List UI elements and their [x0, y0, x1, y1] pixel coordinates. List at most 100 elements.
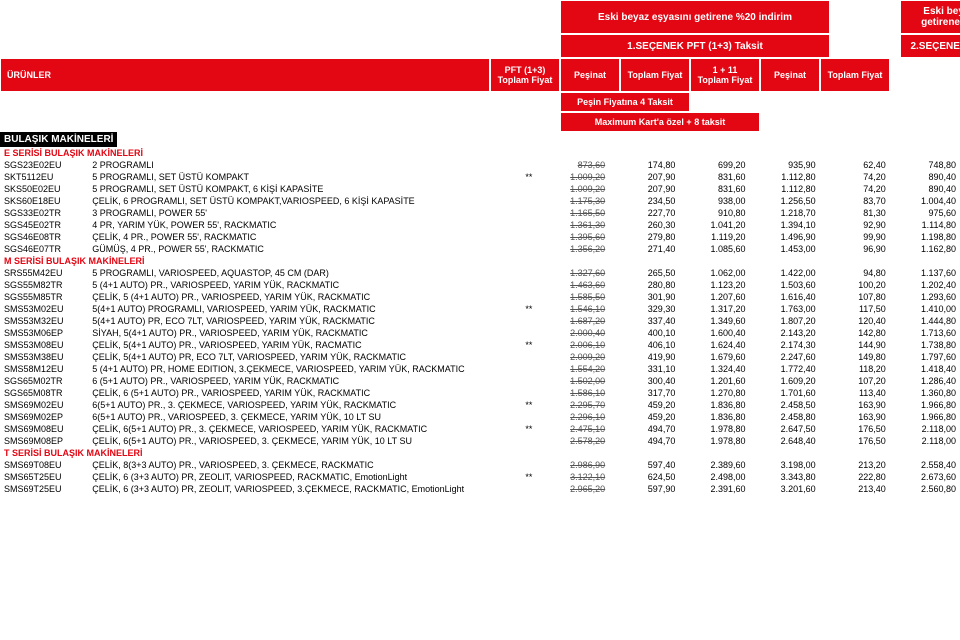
table-row: SMS53M32EU5(4+1 AUTO) PR, ECO 7LT, VARIO… — [0, 315, 960, 327]
cell-n: 1.807,20 — [749, 315, 819, 327]
cell-code: SMS69T08EU — [0, 459, 88, 471]
col-toplam-1: Toplam Fiyat — [620, 58, 690, 92]
cell-n: 406,10 — [609, 339, 679, 351]
col-pesinat-2: Peşinat — [760, 58, 820, 92]
cell-star — [519, 231, 539, 243]
cell-desc: 4 PR, YARIM YÜK, POWER 55', RACKMATIC — [88, 219, 518, 231]
cell-desc: 2 PROGRAMLI — [88, 159, 518, 171]
cell-code: SMS69M08EU — [0, 423, 88, 435]
cell-n: 1.270,80 — [679, 387, 749, 399]
cell-n: 83,70 — [820, 195, 890, 207]
cell-star: ** — [519, 339, 539, 351]
cell-n: 107,20 — [820, 375, 890, 387]
cell-desc: ÇELİK, 6(5+1 AUTO) PR., 3. ÇEKMECE, VARI… — [88, 423, 518, 435]
cell-n: 1.978,80 — [679, 435, 749, 447]
cell-n: 2.247,60 — [749, 351, 819, 363]
cell-strike: 1.586,10 — [539, 387, 609, 399]
cell-star — [519, 351, 539, 363]
cell-n: 890,40 — [890, 183, 960, 195]
table-row: SRS55M42EU5 PROGRAMLI, VARIOSPEED, AQUAS… — [0, 267, 960, 279]
cell-desc: ÇELİK, 6(5+1 AUTO) PR., VARIOSPEED, 3. Ç… — [88, 435, 518, 447]
section-title: E SERİSİ BULAŞIK MAKİNELERİ — [0, 147, 960, 159]
cell-desc: ÇELİK, 5(4+1 AUTO) PR., VARIOSPEED, YARI… — [88, 339, 518, 351]
cell-n: 831,60 — [679, 183, 749, 195]
cell-n: 1.738,80 — [890, 339, 960, 351]
cell-n: 62,40 — [820, 159, 890, 171]
cell-desc: 5 PROGRAMLI, SET ÜSTÜ KOMPAKT — [88, 171, 518, 183]
cell-desc: 3 PROGRAMLI, POWER 55' — [88, 207, 518, 219]
cell-n: 1.112,80 — [749, 183, 819, 195]
cell-desc: 5 (4+1 AUTO) PR., VARIOSPEED, YARIM YÜK,… — [88, 279, 518, 291]
cell-desc: ÇELİK, 8(3+3 AUTO) PR., VARIOSPEED, 3. Ç… — [88, 459, 518, 471]
cell-n: 938,00 — [679, 195, 749, 207]
cell-n: 1.966,80 — [890, 411, 960, 423]
cell-n: 3.201,60 — [749, 483, 819, 495]
cell-strike: 873,60 — [539, 159, 609, 171]
cell-star — [519, 375, 539, 387]
cell-n: 1.293,60 — [890, 291, 960, 303]
cell-n: 163,90 — [820, 411, 890, 423]
cell-n: 597,90 — [609, 483, 679, 495]
col-pft: PFT (1+3) Toplam Fiyat — [490, 58, 560, 92]
cell-n: 1.004,40 — [890, 195, 960, 207]
cell-n: 149,80 — [820, 351, 890, 363]
table-row: SKS50E02EU5 PROGRAMLI, SET ÜSTÜ KOMPAKT,… — [0, 183, 960, 195]
cell-code: SMS65T25EU — [0, 471, 88, 483]
cell-n: 81,30 — [820, 207, 890, 219]
cell-strike: 1.009,20 — [539, 183, 609, 195]
table-row: SGS46E07TRGÜMÜŞ, 4 PR., POWER 55', RACKM… — [0, 243, 960, 255]
cell-code: SMS69M08EP — [0, 435, 88, 447]
table-row: SMS69M02EU6(5+1 AUTO) PR., 3. ÇEKMECE, V… — [0, 399, 960, 411]
cell-n: 279,80 — [609, 231, 679, 243]
cell-n: 74,20 — [820, 171, 890, 183]
cell-strike: 1.361,30 — [539, 219, 609, 231]
cell-star — [519, 267, 539, 279]
cell-code: SGS46E08TR — [0, 231, 88, 243]
table-row: SGS55M85TRÇELİK, 5 (4+1 AUTO) PR., VARIO… — [0, 291, 960, 303]
cell-n: 1.966,80 — [890, 399, 960, 411]
cell-n: 1.202,40 — [890, 279, 960, 291]
cell-n: 207,90 — [609, 183, 679, 195]
cell-n: 2.648,40 — [749, 435, 819, 447]
col-pesinat-1: Peşinat — [560, 58, 620, 92]
cell-n: 1.763,00 — [749, 303, 819, 315]
cell-n: 1.453,00 — [749, 243, 819, 255]
cell-star: ** — [519, 471, 539, 483]
cell-code: SMS69T25EU — [0, 483, 88, 495]
cell-star — [519, 411, 539, 423]
cell-code: SGS65M08TR — [0, 387, 88, 399]
cell-code: SMS53M06EP — [0, 327, 88, 339]
table-row: SGS46E08TRÇELİK, 4 PR., POWER 55', RACKM… — [0, 231, 960, 243]
cell-n: 174,80 — [609, 159, 679, 171]
cell-star: ** — [519, 303, 539, 315]
cell-n: 1.394,10 — [749, 219, 819, 231]
cell-star — [519, 183, 539, 195]
section-title: M SERİSİ BULAŞIK MAKİNELERİ — [0, 255, 960, 267]
cell-star — [519, 291, 539, 303]
cell-code: SMS69M02EP — [0, 411, 88, 423]
table-row: SMS65T25EUÇELİK, 6 (3+3 AUTO) PR, ZEOLIT… — [0, 471, 960, 483]
cell-strike: 1.165,50 — [539, 207, 609, 219]
cell-n: 975,60 — [890, 207, 960, 219]
cell-n: 1.317,20 — [679, 303, 749, 315]
section-title: T SERİSİ BULAŞIK MAKİNELERİ — [0, 447, 960, 459]
table-row: SGS65M08TRÇELİK, 6 (5+1 AUTO) PR., VARIO… — [0, 387, 960, 399]
cell-desc: ÇELİK, 6 (3+3 AUTO) PR, ZEOLIT, VARIOSPE… — [88, 471, 518, 483]
cell-star — [519, 315, 539, 327]
cell-desc: ÇELİK, 4 PR., POWER 55', RACKMATIC — [88, 231, 518, 243]
cell-star — [519, 279, 539, 291]
cell-n: 74,20 — [820, 183, 890, 195]
cell-n: 271,40 — [609, 243, 679, 255]
cell-n: 1.162,80 — [890, 243, 960, 255]
table-row: SGS33E02TR3 PROGRAMLI, POWER 55'1.165,50… — [0, 207, 960, 219]
table-row: SKT5112EU5 PROGRAMLI, SET ÜSTÜ KOMPAKT**… — [0, 171, 960, 183]
cell-star — [519, 219, 539, 231]
cell-star — [519, 327, 539, 339]
cell-n: 120,40 — [820, 315, 890, 327]
cell-n: 301,90 — [609, 291, 679, 303]
cell-code: SMS53M32EU — [0, 315, 88, 327]
cell-n: 300,40 — [609, 375, 679, 387]
table-row: SGS55M82TR5 (4+1 AUTO) PR., VARIOSPEED, … — [0, 279, 960, 291]
cell-n: 2.458,50 — [749, 399, 819, 411]
cell-star: ** — [519, 423, 539, 435]
